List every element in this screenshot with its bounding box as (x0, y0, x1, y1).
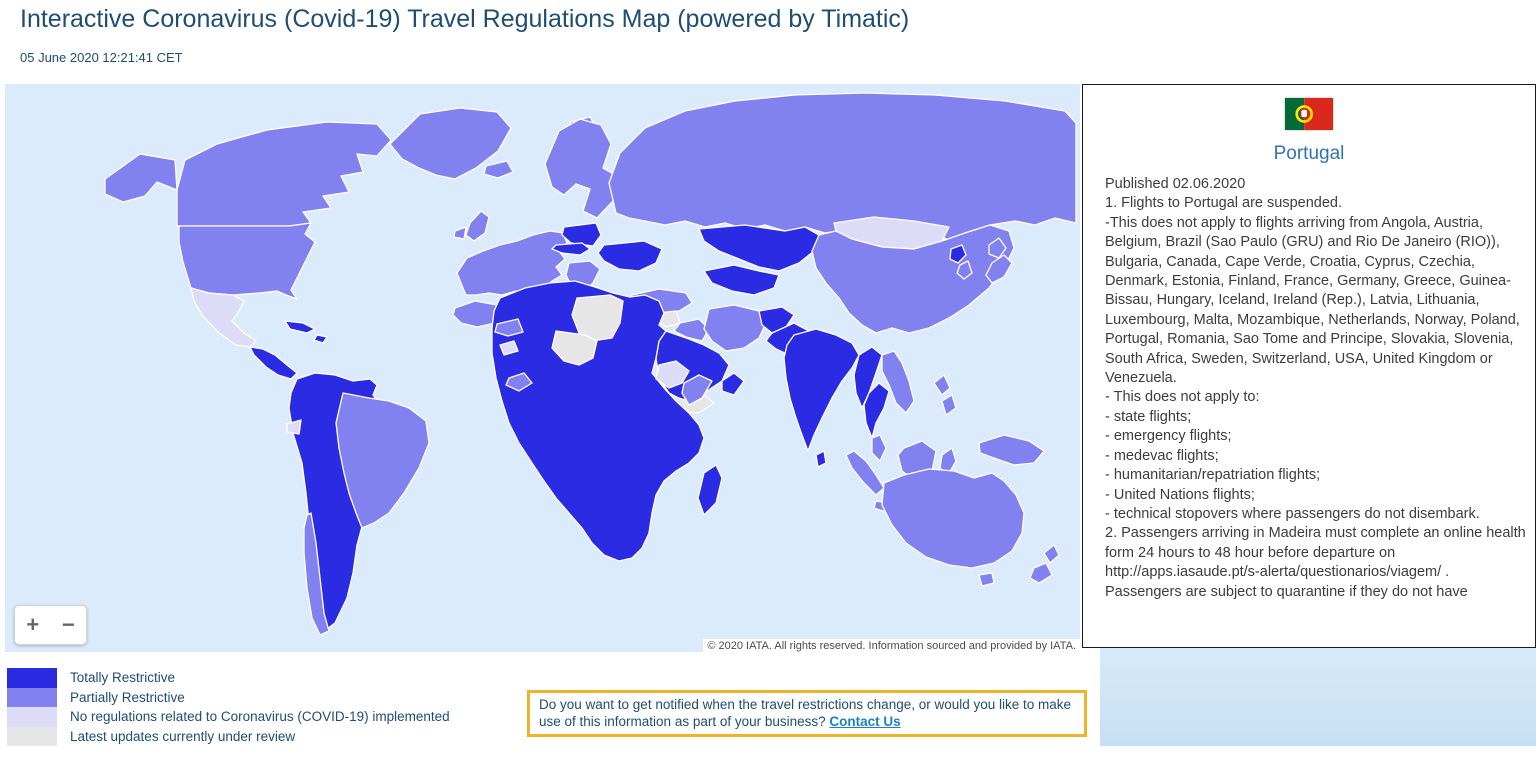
regulations-text: Published 02.06.2020 1. Flights to Portu… (1105, 175, 1527, 602)
country-cuba[interactable] (284, 320, 316, 334)
country-madagascar[interactable] (697, 464, 723, 516)
legend-color-swatch (7, 668, 57, 688)
map-attribution: © 2020 IATA. All rights reserved. Inform… (703, 639, 1080, 653)
country-canada[interactable] (176, 121, 392, 227)
legend-color-swatch (7, 707, 57, 727)
regulation-line: - state flights; (1105, 408, 1192, 425)
legend-label: Latest updates currently under review (70, 728, 296, 744)
country-iran[interactable] (703, 304, 767, 352)
region-central-asia[interactable] (703, 264, 780, 296)
country-chile[interactable] (303, 512, 330, 636)
country-united-kingdom[interactable] (465, 210, 490, 242)
regulation-line: 1. Flights to Portugal are suspended. (1105, 195, 1342, 212)
island-new-guinea[interactable] (978, 434, 1045, 466)
country-greenland[interactable] (389, 107, 512, 180)
bottom-right-panel (1100, 648, 1536, 746)
country-oman[interactable] (721, 372, 745, 396)
legend-label: Totally Restrictive (70, 670, 176, 686)
country-philippines-south[interactable] (941, 394, 957, 416)
notification-text: Do you want to get notified when the tra… (539, 697, 1072, 729)
legend-row: No regulations related to Coronavirus (C… (7, 707, 450, 727)
country-australia[interactable] (881, 468, 1025, 569)
country-japan-north[interactable] (988, 237, 1007, 259)
region-niger-chad[interactable] (551, 330, 598, 366)
region-west-africa-coast[interactable] (505, 372, 533, 392)
region-central-america[interactable] (249, 346, 298, 380)
country-western-sahara[interactable] (494, 318, 524, 337)
country-somalia[interactable] (681, 374, 713, 406)
country-guinea-bissau[interactable] (499, 340, 519, 356)
country-detail-panel: Portugal Published 02.06.2020 1. Flights… (1082, 84, 1536, 648)
contact-us-link[interactable]: Contact Us (829, 713, 901, 729)
region-czechia-slovakia[interactable] (551, 242, 591, 256)
legend-row: Latest updates currently under review (7, 726, 450, 746)
zoom-in-button[interactable]: + (15, 608, 51, 642)
country-iceland[interactable] (483, 160, 514, 179)
region-malay-peninsula[interactable] (871, 434, 887, 462)
legend-label: No regulations related to Coronavirus (C… (70, 709, 450, 725)
country-kazakhstan[interactable] (698, 224, 820, 272)
legend-row: Partially Restrictive (7, 687, 450, 707)
regulation-line: 2. Passengers arriving in Madeira must c… (1105, 525, 1526, 600)
legend-row: Totally Restrictive (7, 668, 450, 688)
zoom-out-button[interactable]: − (51, 608, 87, 642)
map-legend: Totally Restrictive Partially Restrictiv… (7, 668, 450, 746)
regulation-line: Published 02.06.2020 (1105, 176, 1246, 192)
regulation-line: - United Nations flights; (1105, 486, 1255, 503)
country-ireland[interactable] (453, 226, 467, 240)
map-countries[interactable] (104, 92, 1077, 636)
timestamp: 05 June 2020 12:21:41 CET (20, 50, 183, 65)
country-japan-south[interactable] (985, 254, 1013, 284)
island-tasmania[interactable] (978, 572, 995, 587)
country-russia[interactable] (608, 92, 1077, 242)
country-sri-lanka[interactable] (815, 450, 827, 468)
country-brazil[interactable] (335, 392, 430, 529)
country-ethiopia[interactable] (655, 360, 690, 389)
country-india[interactable] (783, 328, 860, 452)
country-new-zealand-north[interactable] (1043, 544, 1060, 564)
legend-color-swatch (7, 726, 57, 746)
regulation-line: - This does not apply to: (1105, 389, 1260, 406)
country-south-korea[interactable] (956, 260, 973, 280)
country-ecuador[interactable] (286, 419, 302, 435)
regulation-line: - humanitarian/repatriation flights; (1105, 467, 1321, 484)
portugal-flag-icon (1285, 98, 1333, 130)
country-philippines-north[interactable] (933, 374, 951, 396)
country-thailand[interactable] (863, 382, 890, 439)
country-mexico[interactable] (190, 287, 257, 348)
country-alaska[interactable] (104, 153, 178, 203)
country-poland[interactable] (561, 222, 602, 247)
page-title: Interactive Coronavirus (Covid-19) Trave… (20, 5, 910, 33)
country-iraq[interactable] (673, 318, 710, 342)
island-sulawesi[interactable] (939, 447, 957, 476)
country-new-zealand-south[interactable] (1029, 562, 1053, 584)
panel-country-name: Portugal (1273, 143, 1345, 164)
country-ukraine[interactable] (597, 240, 663, 272)
island-sumatra[interactable] (845, 450, 885, 496)
regulation-line: - emergency flights; (1105, 428, 1232, 445)
regulation-line: - technical stopovers where passengers d… (1105, 505, 1480, 522)
regulation-line: - medevac flights; (1105, 447, 1219, 464)
country-hispaniola[interactable] (313, 334, 328, 344)
legend-label: Partially Restrictive (70, 689, 185, 705)
continent-africa[interactable] (491, 280, 705, 562)
regulation-line: -This does not apply to flights arriving… (1105, 214, 1520, 387)
map-zoom-control: + − (14, 605, 87, 645)
notification-banner: Do you want to get notified when the tra… (527, 690, 1087, 737)
country-libya[interactable] (571, 294, 624, 342)
world-map[interactable] (5, 84, 1080, 652)
country-north-korea[interactable] (949, 244, 967, 264)
country-vietnam[interactable] (881, 350, 915, 414)
legend-color-swatch (7, 687, 57, 707)
